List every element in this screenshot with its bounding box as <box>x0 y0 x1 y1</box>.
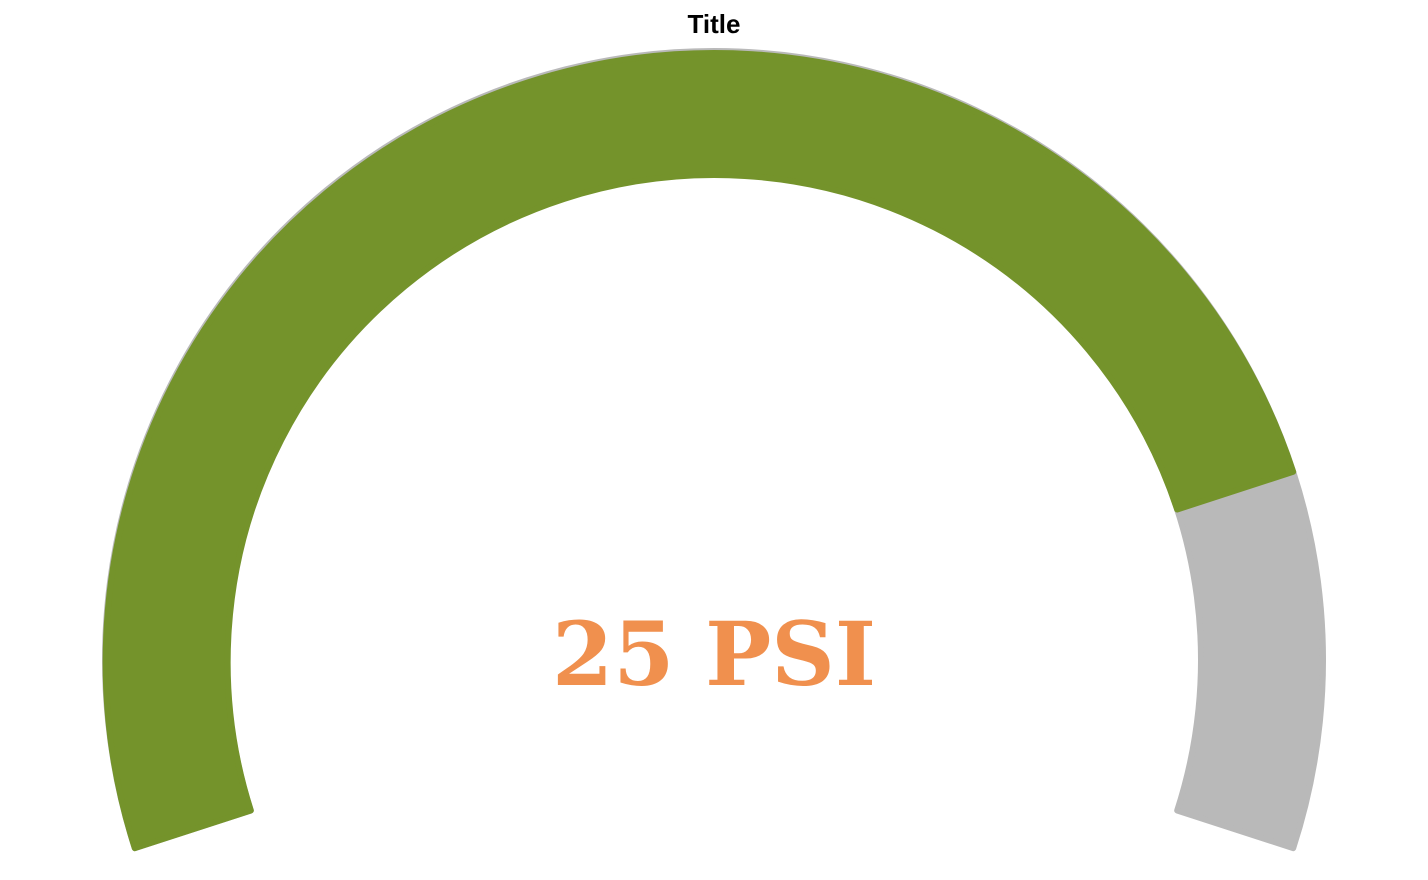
chart-title: Title <box>687 9 741 39</box>
gauge-value-arc <box>102 50 1297 852</box>
gauge-value-label: 25 PSI <box>0 604 1428 704</box>
gauge-value-number: 25 <box>552 602 675 706</box>
gauge-value-unit: PSI <box>705 602 876 706</box>
